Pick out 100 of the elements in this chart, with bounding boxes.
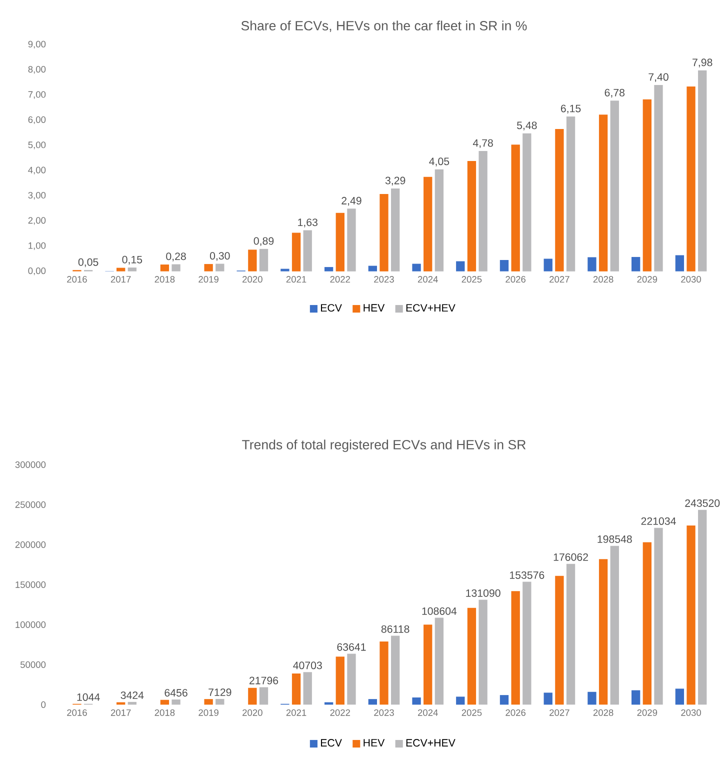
y-tick-label: 0,00: [28, 268, 46, 276]
bar: [511, 591, 520, 705]
bar: [598, 114, 608, 272]
bar: [434, 169, 444, 272]
bar: [216, 264, 224, 272]
x-tick-label: 2024: [418, 276, 438, 283]
y-tick-label: 250000: [15, 501, 46, 508]
bar: [522, 133, 532, 272]
bar: [412, 697, 421, 705]
data-label: 6,78: [604, 88, 625, 98]
bar: [566, 564, 576, 705]
x-tick-label: 2022: [330, 709, 350, 716]
x-tick-label: 2017: [110, 276, 131, 283]
data-label: 2,49: [342, 196, 362, 206]
x-tick-label: 2030: [681, 276, 702, 283]
bar: [686, 525, 696, 705]
bar: [380, 194, 388, 272]
bar: [380, 641, 388, 705]
legend-label: ECV+HEV: [406, 739, 456, 747]
y-tick-label: 300000: [15, 461, 46, 468]
y-tick-label: 0: [41, 701, 46, 708]
x-tick-label: 2029: [637, 276, 658, 283]
bar: [128, 268, 137, 272]
y-tick-label: 200000: [15, 541, 46, 548]
y-tick-label: 6,00: [28, 116, 46, 124]
data-label: 7,40: [648, 73, 668, 82]
y-tick-label: 50000: [20, 661, 46, 668]
x-tick-label: 2021: [286, 709, 306, 716]
bar: [478, 150, 488, 272]
x-tick-label: 2023: [374, 276, 394, 283]
data-label: 1,63: [298, 218, 318, 228]
data-label: 7,98: [692, 58, 712, 68]
bar: [368, 699, 378, 705]
x-tick-label: 2016: [67, 709, 87, 716]
bar: [654, 84, 663, 272]
x-tick-label: 2022: [330, 276, 350, 283]
y-tick-label: 5,00: [28, 142, 46, 150]
bar: [391, 636, 400, 705]
bar: [675, 688, 684, 705]
data-label: 0,89: [254, 237, 274, 246]
data-label: 108604: [422, 607, 457, 615]
x-tick-label: 2020: [242, 276, 262, 283]
data-label: 63641: [337, 643, 366, 651]
data-label: 21796: [250, 676, 278, 684]
bar: [500, 695, 509, 705]
bar: [555, 576, 564, 705]
chart-title: Share of ECVs, HEVs on the car fleet in SR in %: [241, 20, 527, 32]
data-label: 6,15: [560, 104, 581, 114]
bar: [280, 268, 290, 272]
x-tick-label: 2027: [550, 709, 570, 716]
x-tick-label: 2026: [506, 709, 526, 716]
data-label: 40703: [293, 662, 322, 670]
data-label: 0,30: [210, 252, 230, 261]
x-tick-label: 2025: [462, 276, 482, 283]
data-label: 4,05: [429, 158, 450, 166]
bar: [368, 266, 378, 272]
bar: [555, 129, 564, 272]
data-label: 3424: [120, 691, 144, 700]
bar: [632, 690, 640, 705]
y-tick-label: 9,00: [28, 40, 46, 49]
y-tick-label: 8,00: [28, 66, 46, 74]
x-tick-label: 2027: [550, 276, 570, 283]
x-tick-label: 2024: [418, 709, 438, 716]
bar: [391, 188, 400, 272]
bar: [522, 582, 532, 705]
bar: [511, 144, 520, 272]
bar: [204, 699, 213, 705]
bar: [686, 86, 696, 272]
legend-label: ECV: [321, 739, 342, 747]
x-tick-label: 2028: [593, 709, 614, 716]
bar: [259, 248, 268, 272]
data-label: 7129: [208, 688, 232, 696]
bar: [336, 656, 344, 705]
x-tick-label: 2023: [374, 709, 394, 716]
data-label: 0,15: [122, 256, 142, 265]
bar: [588, 692, 596, 705]
data-label: 198548: [598, 535, 632, 543]
y-tick-label: 4,00: [28, 166, 46, 174]
bar: [116, 268, 126, 272]
bar: [292, 232, 301, 272]
data-label: 3,29: [385, 176, 406, 186]
bar: [478, 600, 488, 705]
data-label: 243520: [685, 499, 720, 507]
data-label: 0,05: [78, 258, 98, 268]
data-label: 131090: [466, 589, 500, 597]
bar: [698, 70, 707, 272]
y-tick-label: 150000: [16, 581, 46, 588]
bar: [216, 698, 224, 705]
legend-label: HEV: [364, 739, 385, 746]
bar: [588, 257, 596, 272]
bar: [336, 212, 344, 272]
bar: [544, 258, 552, 272]
bar: [698, 510, 707, 705]
bar: [654, 528, 663, 705]
bar: [324, 267, 334, 272]
x-tick-label: 2016: [67, 276, 87, 283]
x-tick-label: 2026: [506, 276, 526, 283]
bar: [347, 208, 356, 272]
x-tick-label: 2021: [286, 276, 306, 283]
x-tick-label: 2029: [637, 709, 658, 716]
